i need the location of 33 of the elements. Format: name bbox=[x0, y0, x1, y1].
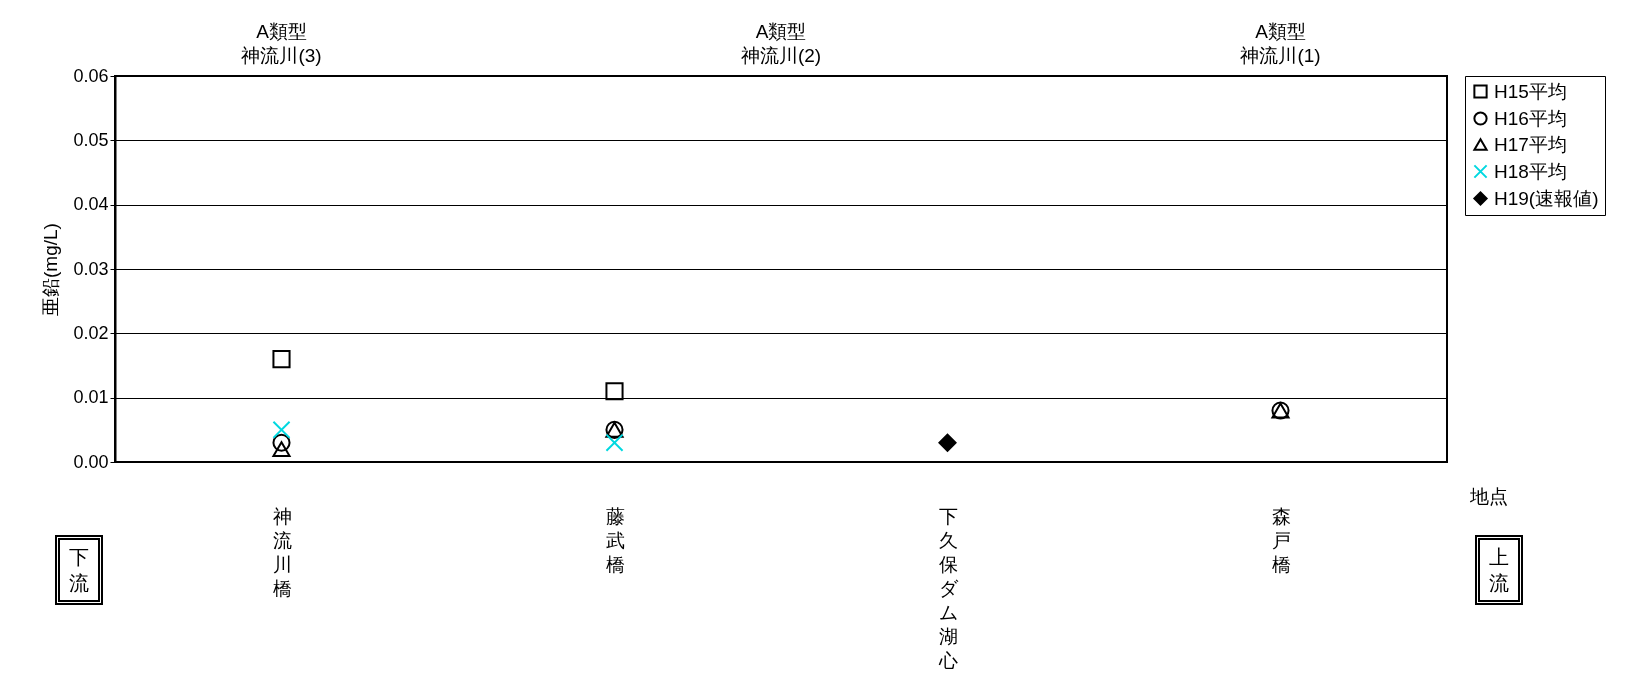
y-tick-label: 0.05 bbox=[73, 129, 109, 150]
text: 神流川(3) bbox=[241, 45, 322, 66]
y-tick-label: 0.03 bbox=[73, 258, 109, 279]
point bbox=[272, 441, 291, 458]
legend-label: H17平均 bbox=[1494, 133, 1567, 155]
x-tick-label: 神流川橋 bbox=[272, 505, 292, 599]
point bbox=[272, 350, 291, 369]
y-tick-label: 0.02 bbox=[73, 322, 109, 343]
point bbox=[272, 433, 291, 452]
legend-label: H15平均 bbox=[1494, 80, 1567, 102]
legend-label: H19(速報値) bbox=[1494, 187, 1599, 209]
y-tick-label: 0.01 bbox=[73, 387, 109, 408]
x-tick-label: 森戸橋 bbox=[1271, 505, 1291, 575]
text: A類型 bbox=[755, 21, 807, 42]
point bbox=[938, 433, 957, 452]
y-axis-title: 亜鉛(mg/L) bbox=[40, 223, 62, 316]
point bbox=[272, 420, 291, 439]
x-axis-title: 地点 bbox=[1468, 485, 1508, 507]
text: 上流 bbox=[1488, 545, 1510, 596]
point bbox=[605, 433, 624, 452]
x-tick-label: 藤武橋 bbox=[605, 505, 625, 575]
legend-label: H18平均 bbox=[1494, 160, 1567, 182]
y-tick-label: 0.06 bbox=[73, 65, 109, 86]
text: 下流 bbox=[68, 545, 90, 596]
text: A類型 bbox=[256, 21, 307, 42]
text: A類型 bbox=[1255, 21, 1306, 42]
text: 神流川(2) bbox=[740, 45, 822, 66]
x-tick-label: 下久保ダム湖心 bbox=[937, 505, 959, 671]
point bbox=[605, 382, 624, 401]
text: 神流川(1) bbox=[1240, 45, 1321, 66]
y-tick-label: 0.04 bbox=[73, 194, 109, 215]
y-tick-label: 0.00 bbox=[73, 451, 109, 472]
legend-label: H16平均 bbox=[1494, 107, 1567, 129]
